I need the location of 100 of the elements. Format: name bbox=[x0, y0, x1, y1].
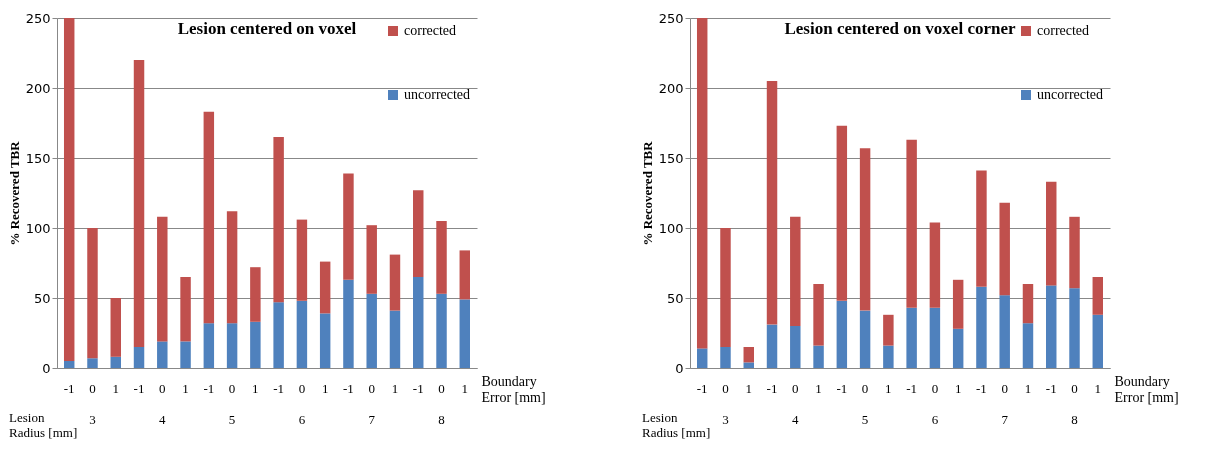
y-tick-label: 50 bbox=[666, 290, 684, 306]
x-tick-label: 1 bbox=[1024, 380, 1032, 396]
legend-label: uncorrected bbox=[404, 87, 471, 102]
bar bbox=[743, 362, 754, 368]
bar bbox=[813, 284, 824, 346]
bar bbox=[389, 310, 401, 368]
bar bbox=[720, 228, 731, 347]
bar bbox=[906, 307, 917, 368]
bar bbox=[436, 221, 447, 294]
bar bbox=[273, 137, 284, 303]
bar bbox=[250, 321, 261, 368]
bar bbox=[319, 313, 331, 368]
bar bbox=[859, 310, 871, 368]
bar bbox=[273, 302, 284, 368]
bar bbox=[766, 81, 778, 325]
bar bbox=[180, 341, 191, 368]
bar bbox=[883, 314, 894, 346]
bar bbox=[413, 190, 424, 277]
x-tick-label: 1 bbox=[391, 380, 399, 396]
bar bbox=[929, 307, 941, 368]
x-tick-label: 0 bbox=[228, 380, 236, 396]
bar bbox=[87, 228, 98, 359]
bar bbox=[133, 60, 145, 347]
x-tick-label: 0 bbox=[368, 380, 375, 396]
bar bbox=[906, 139, 917, 308]
bar bbox=[696, 348, 708, 368]
bar bbox=[296, 300, 308, 368]
bar bbox=[250, 267, 261, 322]
x-tick-label: 0 bbox=[438, 380, 445, 396]
bar bbox=[1069, 216, 1080, 289]
bar bbox=[110, 356, 121, 368]
x-tick-label: -1 bbox=[63, 380, 75, 396]
y-axis-title: % Recovered TBR bbox=[6, 140, 22, 246]
text: 5 bbox=[861, 412, 869, 427]
x-tick-label: -1 bbox=[766, 380, 778, 396]
bar bbox=[87, 358, 98, 368]
y-tick-label: 250 bbox=[25, 10, 51, 26]
x-tick-label: 0 bbox=[1071, 380, 1078, 396]
y-tick-label: 250 bbox=[658, 10, 684, 26]
bar bbox=[766, 324, 778, 368]
bar bbox=[952, 328, 964, 368]
x-axis-title: Boundary Error [mm] bbox=[481, 373, 546, 405]
bar bbox=[366, 225, 377, 294]
bar bbox=[929, 222, 941, 308]
x-tick-label: 0 bbox=[931, 380, 939, 396]
bar bbox=[366, 293, 377, 368]
bar bbox=[720, 347, 731, 368]
bar bbox=[1092, 277, 1104, 315]
x-tick-label: -1 bbox=[343, 380, 354, 396]
bar bbox=[696, 18, 708, 349]
bar bbox=[836, 300, 848, 368]
x-tick-label: 1 bbox=[182, 380, 189, 396]
bar bbox=[883, 345, 894, 368]
bar bbox=[859, 148, 871, 311]
x-tick-label: 1 bbox=[885, 380, 892, 396]
bar bbox=[343, 173, 354, 280]
bar bbox=[226, 323, 238, 368]
x-tick-label: -1 bbox=[696, 380, 708, 396]
bar bbox=[790, 326, 801, 368]
bar bbox=[343, 279, 354, 368]
text: 4 bbox=[792, 412, 800, 427]
y-tick-label: 100 bbox=[25, 220, 51, 236]
text: 8 bbox=[438, 412, 445, 427]
bar bbox=[836, 125, 848, 301]
bar bbox=[157, 216, 168, 342]
y-tick-label: 200 bbox=[658, 80, 684, 96]
bar bbox=[743, 347, 754, 363]
text: 7 bbox=[1001, 412, 1009, 427]
text: Lesion Radius [mm] bbox=[9, 410, 78, 440]
x-tick-label: 1 bbox=[1094, 380, 1102, 396]
y-tick-label: 0 bbox=[42, 360, 51, 376]
x-tick-label: 0 bbox=[1001, 380, 1008, 396]
x-tick-label: 0 bbox=[792, 380, 799, 396]
bar bbox=[63, 18, 75, 361]
bar bbox=[413, 277, 424, 368]
x-tick-label: -1 bbox=[976, 380, 987, 396]
text: 8 bbox=[1071, 412, 1078, 427]
bar bbox=[319, 261, 331, 314]
x-tick-label: -1 bbox=[412, 380, 424, 396]
y-tick-label: 150 bbox=[658, 150, 684, 166]
x-tick-label: -1 bbox=[133, 380, 145, 396]
bar bbox=[203, 323, 215, 368]
bar bbox=[203, 111, 215, 324]
bar bbox=[296, 219, 308, 301]
bar bbox=[226, 211, 238, 324]
x-tick-label: 1 bbox=[252, 380, 259, 396]
x-tick-label: 0 bbox=[159, 380, 166, 396]
bar bbox=[1092, 314, 1104, 368]
legend-label: uncorrected bbox=[1037, 87, 1104, 102]
x-tick-label: -1 bbox=[1045, 380, 1057, 396]
x-tick-label: 0 bbox=[861, 380, 869, 396]
x-tick-label: 1 bbox=[321, 380, 329, 396]
x-axis-title: Boundary Error [mm] bbox=[1114, 373, 1179, 405]
x-tick-label: 0 bbox=[89, 380, 96, 396]
bar bbox=[1022, 323, 1034, 368]
y-tick-label: 50 bbox=[33, 290, 51, 306]
x-tick-label: -1 bbox=[906, 380, 918, 396]
bar bbox=[813, 345, 824, 368]
x-tick-label: 1 bbox=[745, 380, 752, 396]
bar bbox=[389, 254, 401, 311]
